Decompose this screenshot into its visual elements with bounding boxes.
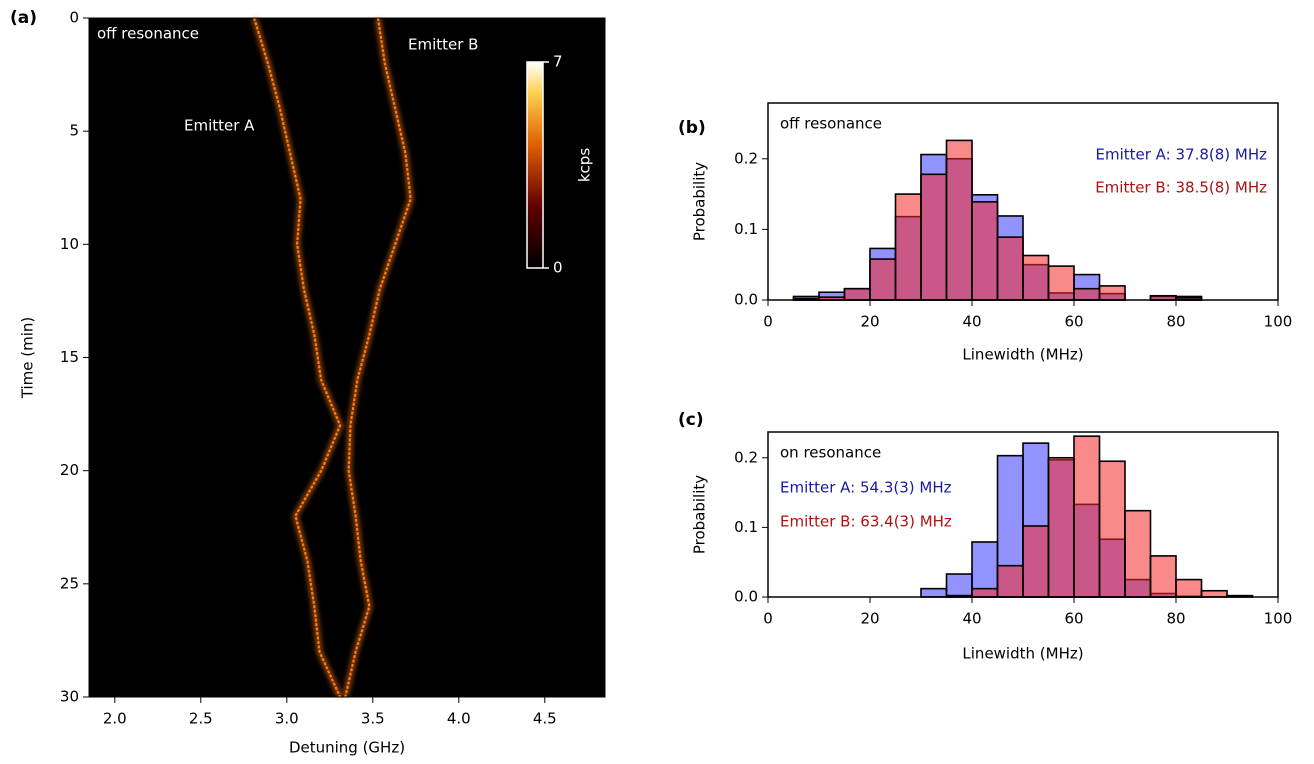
histogram-bar bbox=[920, 587, 948, 598]
histogram-bar bbox=[1073, 287, 1101, 301]
histogram-bar bbox=[971, 201, 999, 301]
frame bbox=[767, 431, 1279, 598]
histogram-bar bbox=[920, 173, 948, 301]
y-tick-label: 0.2 bbox=[734, 149, 758, 167]
colorbar bbox=[526, 61, 544, 269]
legend-entry: Emitter A: 54.3(3) MHz bbox=[780, 479, 952, 497]
x-tick-label: 100 bbox=[1264, 610, 1293, 628]
panel-label: (b) bbox=[678, 118, 706, 138]
frame bbox=[767, 102, 1279, 301]
histogram-bar bbox=[996, 564, 1024, 598]
histogram-bar bbox=[1022, 254, 1050, 301]
x-tick-label: 60 bbox=[1064, 610, 1083, 628]
histogram-bar bbox=[996, 236, 1024, 301]
annotation: off resonance bbox=[97, 25, 199, 43]
x-axis-label: Linewidth (MHz) bbox=[962, 645, 1083, 663]
y-tick-label: 25 bbox=[60, 574, 79, 592]
colorbar-tick-label: 0 bbox=[553, 259, 563, 277]
heatmap-background bbox=[89, 18, 605, 697]
x-tick-label: 60 bbox=[1064, 313, 1083, 331]
histogram-bar bbox=[1149, 555, 1177, 598]
x-tick-label: 3.0 bbox=[275, 710, 299, 728]
legend-entry: Emitter B: 38.5(8) MHz bbox=[1095, 179, 1267, 197]
histogram-bar bbox=[1098, 460, 1126, 598]
emitter-trace bbox=[253, 17, 342, 698]
annotation: Emitter A bbox=[184, 117, 255, 135]
histogram-bar bbox=[843, 287, 871, 301]
emitter-trace bbox=[344, 17, 412, 698]
x-axis-label: Detuning (GHz) bbox=[289, 739, 405, 757]
colorbar-label: kcps bbox=[576, 148, 594, 182]
histogram-bar bbox=[869, 258, 897, 301]
histogram-bar bbox=[1047, 265, 1075, 301]
histogram-bar bbox=[1073, 435, 1101, 598]
y-tick-label: 30 bbox=[60, 688, 79, 706]
annotation: Emitter B bbox=[408, 36, 478, 54]
x-tick-label: 100 bbox=[1264, 313, 1293, 331]
y-tick-label: 10 bbox=[60, 235, 79, 253]
y-axis-label: Probability bbox=[691, 162, 709, 241]
histogram-bar bbox=[971, 587, 999, 598]
histogram-bar bbox=[1124, 509, 1152, 598]
x-tick-label: 80 bbox=[1166, 610, 1185, 628]
x-tick-label: 40 bbox=[962, 313, 981, 331]
histogram-bar bbox=[1047, 456, 1075, 598]
y-tick-label: 0.0 bbox=[734, 291, 758, 309]
y-tick-label: 0.2 bbox=[734, 448, 758, 466]
x-tick-label: 0 bbox=[763, 313, 773, 331]
y-axis-label: Probability bbox=[691, 475, 709, 554]
y-tick-label: 0 bbox=[69, 9, 79, 27]
x-tick-label: 2.0 bbox=[103, 710, 127, 728]
legend-entry: Emitter A: 37.8(8) MHz bbox=[1095, 146, 1267, 164]
histogram-bar bbox=[894, 193, 922, 301]
x-tick-label: 0 bbox=[763, 610, 773, 628]
x-axis-label: Linewidth (MHz) bbox=[962, 346, 1083, 364]
x-tick-label: 2.5 bbox=[189, 710, 213, 728]
x-tick-label: 3.5 bbox=[361, 710, 385, 728]
panel-label: (a) bbox=[10, 8, 37, 28]
histogram-bar bbox=[1200, 589, 1228, 598]
y-tick-label: 0.0 bbox=[734, 588, 758, 606]
y-tick-label: 5 bbox=[69, 122, 79, 140]
histogram-bar bbox=[945, 573, 973, 598]
annotation: on resonance bbox=[780, 444, 881, 462]
histogram-bar bbox=[945, 139, 973, 301]
annotation: off resonance bbox=[780, 115, 882, 133]
panel-label: (c) bbox=[678, 410, 704, 430]
y-tick-label: 0.1 bbox=[734, 518, 758, 536]
histogram-bar bbox=[1022, 525, 1050, 598]
y-tick-label: 0.1 bbox=[734, 220, 758, 238]
x-tick-label: 4.5 bbox=[533, 710, 557, 728]
x-tick-label: 4.0 bbox=[447, 710, 471, 728]
x-tick-label: 80 bbox=[1166, 313, 1185, 331]
x-tick-label: 40 bbox=[962, 610, 981, 628]
legend-entry: Emitter B: 63.4(3) MHz bbox=[780, 513, 952, 531]
y-tick-label: 20 bbox=[60, 461, 79, 479]
histogram-bar bbox=[1175, 578, 1203, 598]
y-axis-label: Time (min) bbox=[19, 317, 37, 399]
histogram-bar bbox=[1098, 285, 1126, 301]
y-tick-label: 15 bbox=[60, 348, 79, 366]
x-tick-label: 20 bbox=[860, 610, 879, 628]
colorbar-tick-label: 7 bbox=[553, 53, 563, 71]
x-tick-label: 20 bbox=[860, 313, 879, 331]
